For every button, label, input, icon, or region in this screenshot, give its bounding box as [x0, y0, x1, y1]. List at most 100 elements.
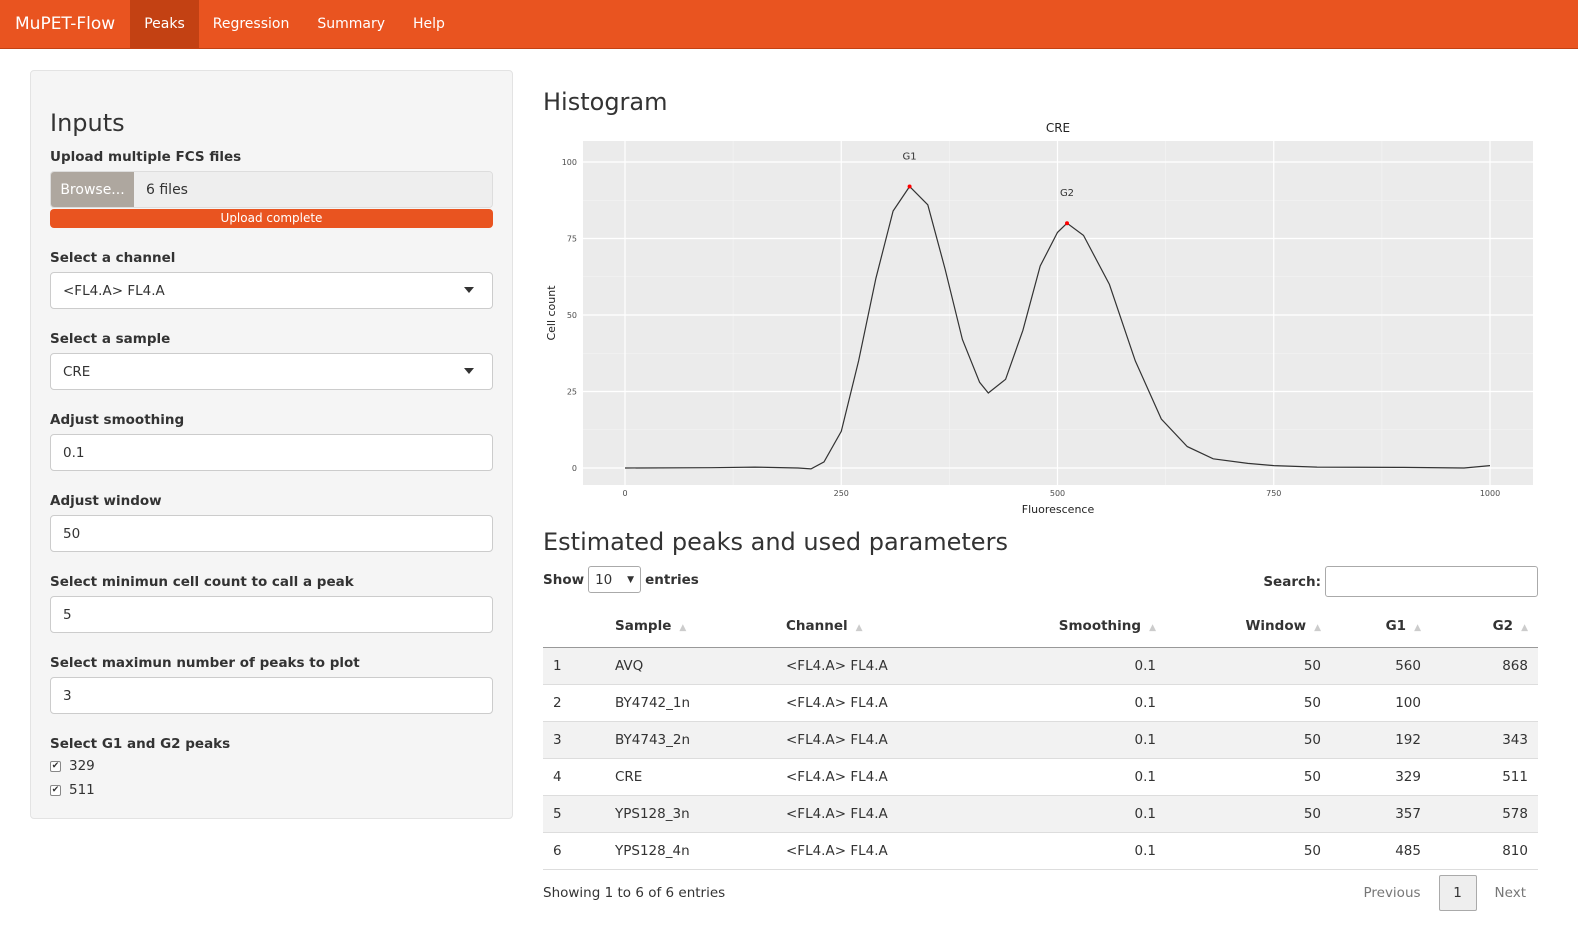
column-header[interactable]: Sample ▲	[605, 605, 776, 648]
chart-title: CRE	[1046, 121, 1070, 135]
table-row[interactable]: 6 YPS128_4n <FL4.A> FL4.A 0.1 50 485 810	[543, 832, 1538, 870]
y-tick-label: 100	[562, 158, 577, 167]
navbar: MuPET-Flow Peaks Regression Summary Help	[0, 0, 1578, 49]
sample-select[interactable]: CRE	[50, 353, 493, 390]
table-cell: 50	[1166, 758, 1331, 796]
page-1-button[interactable]: 1	[1438, 874, 1477, 911]
peak-label: G2	[1060, 188, 1074, 199]
histogram-heading: Histogram	[543, 88, 668, 116]
previous-button[interactable]: Previous	[1363, 884, 1421, 901]
table-cell: 50	[1166, 795, 1331, 833]
inputs-panel: Inputs Upload multiple FCS files Browse.…	[30, 70, 513, 819]
table-cell: <FL4.A> FL4.A	[776, 795, 966, 833]
column-label: G1	[1385, 617, 1407, 634]
table-cell: 0.1	[966, 758, 1166, 796]
column-header	[543, 605, 605, 648]
peaks-table: Sample ▲ Channel ▲ Smoothing ▲ Window ▲ G1 ▲ G2 ▲ 1 A…	[543, 605, 1538, 870]
maxpeaks-input[interactable]: 3	[50, 677, 493, 714]
table-cell: 100	[1331, 684, 1431, 722]
sort-icon[interactable]: ▲	[1414, 622, 1421, 633]
table-cell: 50	[1166, 647, 1331, 685]
table-cell: 3	[543, 721, 605, 759]
peak-point	[907, 184, 912, 189]
peak-checkbox-1[interactable]: ✔ 329	[50, 758, 493, 774]
table-cell: 50	[1166, 721, 1331, 759]
table-cell: AVQ	[605, 647, 776, 685]
column-label: Sample	[615, 617, 672, 634]
sort-icon[interactable]: ▲	[1521, 622, 1528, 633]
entries-label: entries	[645, 571, 699, 588]
column-header[interactable]: Smoothing ▲	[966, 605, 1166, 648]
peak-label: 329	[69, 758, 95, 774]
column-label: Smoothing	[1058, 617, 1142, 634]
brand[interactable]: MuPET-Flow	[15, 14, 116, 34]
browse-button[interactable]: Browse...	[51, 172, 134, 207]
peaks-label: Select G1 and G2 peaks	[50, 736, 231, 752]
sort-icon[interactable]: ▲	[855, 622, 863, 633]
window-label: Adjust window	[50, 493, 162, 509]
table-cell: 1	[543, 647, 605, 685]
tab-peaks[interactable]: Peaks	[130, 0, 199, 48]
caret-down-icon	[464, 368, 474, 374]
tab-regression[interactable]: Regression	[212, 16, 290, 32]
x-axis-label: Fluorescence	[1022, 503, 1095, 516]
tab-help[interactable]: Help	[412, 16, 445, 32]
table-heading: Estimated peaks and used parameters	[543, 528, 1008, 556]
table-cell: CRE	[605, 758, 776, 796]
table-cell: <FL4.A> FL4.A	[776, 832, 966, 870]
table-cell: 0.1	[966, 647, 1166, 685]
y-tick-label: 0	[572, 464, 577, 473]
table-cell: 0.1	[966, 684, 1166, 722]
table-row[interactable]: 5 YPS128_3n <FL4.A> FL4.A 0.1 50 357 578	[543, 795, 1538, 833]
peak-label: G1	[903, 151, 917, 162]
table-cell: 2	[543, 684, 605, 722]
smoothing-label: Adjust smoothing	[50, 412, 185, 428]
column-header[interactable]: Window ▲	[1166, 605, 1331, 648]
search-label: Search:	[1263, 573, 1321, 590]
table-cell: 578	[1431, 795, 1538, 833]
column-header[interactable]: G1 ▲	[1331, 605, 1431, 648]
next-button[interactable]: Next	[1494, 884, 1526, 901]
sample-label: Select a sample	[50, 331, 171, 347]
table-row[interactable]: 2 BY4742_1n <FL4.A> FL4.A 0.1 50 100	[543, 684, 1538, 722]
x-tick-label: 250	[834, 489, 849, 498]
channel-select[interactable]: <FL4.A> FL4.A	[50, 272, 493, 309]
table-cell: BY4743_2n	[605, 721, 776, 759]
entries-select[interactable]: 10 ▼	[588, 566, 642, 593]
table-cell: YPS128_4n	[605, 832, 776, 870]
caret-down-icon	[464, 287, 474, 293]
tab-summary[interactable]: Summary	[317, 16, 385, 32]
sort-icon[interactable]: ▲	[1149, 622, 1156, 633]
window-input[interactable]: 50	[50, 515, 493, 552]
smoothing-input[interactable]: 0.1	[50, 434, 493, 471]
y-tick-label: 75	[567, 235, 577, 244]
column-header[interactable]: Channel ▲	[776, 605, 966, 648]
column-header[interactable]: G2 ▲	[1431, 605, 1538, 648]
table-cell: 868	[1431, 647, 1538, 685]
entries-value: 10	[595, 571, 613, 588]
sort-icon[interactable]: ▲	[679, 622, 687, 633]
table-cell: <FL4.A> FL4.A	[776, 721, 966, 759]
upload-progress: Upload complete	[50, 209, 493, 228]
mincount-input[interactable]: 5	[50, 596, 493, 633]
table-cell: YPS128_3n	[605, 795, 776, 833]
table-cell: 560	[1331, 647, 1431, 685]
table-cell	[1431, 684, 1538, 722]
table-row[interactable]: 4 CRE <FL4.A> FL4.A 0.1 50 329 511	[543, 758, 1538, 796]
table-cell: 192	[1331, 721, 1431, 759]
checkbox-icon[interactable]: ✔	[50, 760, 61, 772]
peak-checkbox-2[interactable]: ✔ 511	[50, 782, 493, 798]
checkbox-icon[interactable]: ✔	[50, 784, 61, 796]
search-input[interactable]	[1325, 566, 1538, 597]
mincount-label: Select minimun cell count to call a peak	[50, 574, 354, 590]
sort-icon[interactable]: ▲	[1314, 622, 1321, 633]
sample-value: CRE	[63, 363, 91, 380]
table-cell: 343	[1431, 721, 1538, 759]
table-row[interactable]: 1 AVQ <FL4.A> FL4.A 0.1 50 560 868	[543, 647, 1538, 685]
table-cell: 6	[543, 832, 605, 870]
upload-label: Upload multiple FCS files	[50, 149, 242, 165]
channel-label: Select a channel	[50, 250, 176, 266]
table-cell: 0.1	[966, 795, 1166, 833]
table-row[interactable]: 3 BY4743_2n <FL4.A> FL4.A 0.1 50 192 343	[543, 721, 1538, 759]
file-upload[interactable]: Browse... 6 files	[50, 171, 493, 208]
